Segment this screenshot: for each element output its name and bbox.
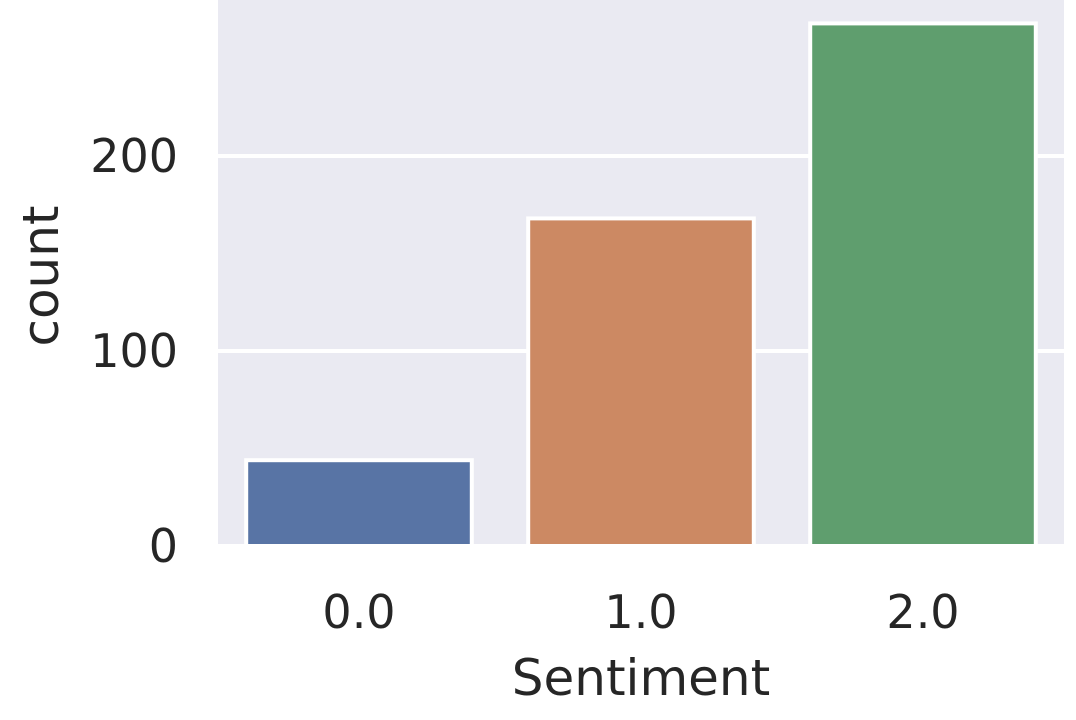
- y-tick-labels: 0 100 200: [90, 129, 178, 573]
- y-tick-label-0: 0: [149, 519, 178, 573]
- x-tick-labels: 0.0 1.0 2.0: [322, 585, 959, 639]
- y-tick-label-2: 200: [90, 129, 178, 183]
- bars: [244, 21, 1038, 549]
- y-axis-label: count: [12, 205, 70, 346]
- bar-1: [526, 216, 756, 548]
- x-tick-label-2: 2.0: [886, 585, 959, 639]
- y-tick-label-1: 100: [90, 324, 178, 378]
- x-tick-label-1: 1.0: [604, 585, 677, 639]
- bar-0: [244, 458, 474, 549]
- x-tick-label-0: 0.0: [322, 585, 395, 639]
- bar-2: [808, 21, 1038, 548]
- x-axis-label: Sentiment: [512, 649, 770, 707]
